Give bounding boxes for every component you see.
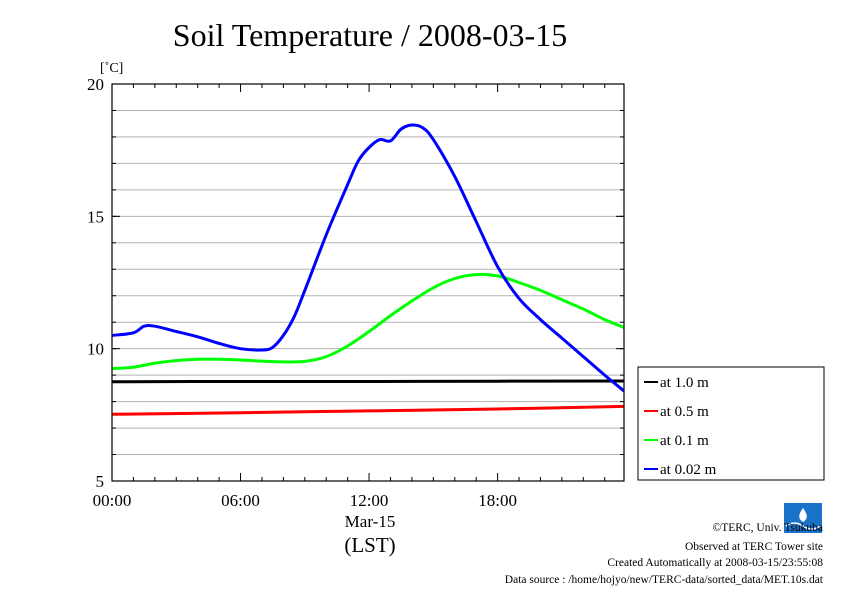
series-line-at-0-1-m: [111, 272, 625, 370]
legend-label: at 0.02 m: [660, 462, 717, 478]
credit-created: Created Automatically at 2008-03-15/23:5…: [607, 557, 823, 569]
y-tick-label: 10: [87, 340, 104, 359]
legend-label: at 0.5 m: [660, 404, 709, 420]
series-lines: [111, 123, 625, 416]
x-tick-label: 18:00: [478, 491, 517, 510]
wave-icon: [785, 522, 821, 530]
x-axis-ticks: 00:00 06:00 12:00 18:00: [93, 84, 606, 510]
droplet-icon: [799, 508, 807, 522]
y-axis-unit-label: [˚C]: [100, 61, 123, 76]
y-tick-label: 5: [96, 472, 105, 491]
series-line-at-0-5-m: [111, 404, 625, 416]
x-tick-label: 12:00: [350, 491, 389, 510]
x-tick-label: 06:00: [221, 491, 260, 510]
series-line-at-1-0-m: [111, 379, 625, 384]
y-axis-ticks: 5 10 15 20: [87, 75, 624, 491]
chart-title: Soil Temperature / 2008-03-15: [173, 17, 567, 53]
credit-copyright: ©TERC, Univ. Tsukuba: [713, 522, 823, 534]
plot-area-frame: [111, 83, 625, 482]
legend-label: at 1.0 m: [660, 375, 709, 391]
credit-observed: Observed at TERC Tower site: [685, 541, 823, 553]
legend-label: at 0.1 m: [660, 433, 709, 449]
terc-logo: [784, 503, 822, 533]
x-axis-label: (LST): [344, 533, 395, 557]
y-tick-label: 20: [87, 75, 104, 94]
x-tick-label: 00:00: [93, 491, 132, 510]
legend-box: [637, 366, 825, 481]
series-line-at-0-02-m: [111, 123, 625, 393]
x-axis-date-label: Mar-15: [345, 512, 396, 531]
credit-source: Data source : /home/hojyo/new/TERC-data/…: [505, 574, 824, 586]
gridlines: [112, 109, 624, 456]
y-tick-label: 15: [87, 207, 104, 226]
legend: at 1.0 m at 0.5 m at 0.1 m at 0.02 m: [637, 366, 825, 481]
